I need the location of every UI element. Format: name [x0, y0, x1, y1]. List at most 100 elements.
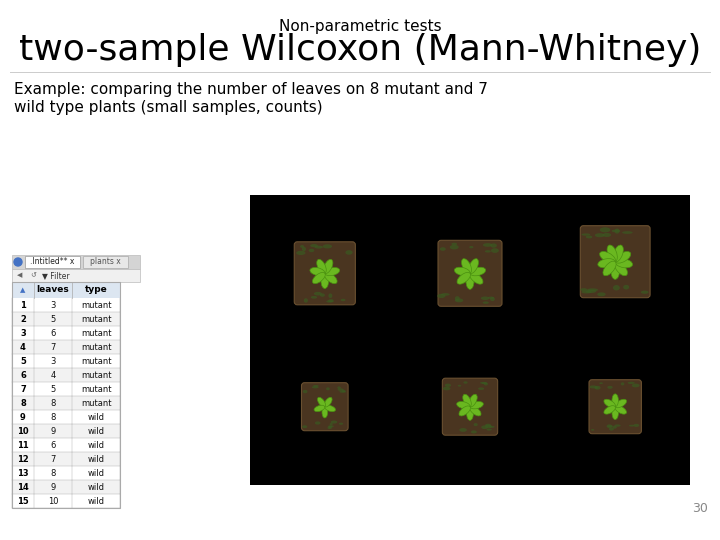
- Text: wild: wild: [88, 413, 104, 422]
- Ellipse shape: [615, 399, 626, 408]
- Ellipse shape: [481, 296, 490, 300]
- Ellipse shape: [485, 250, 491, 253]
- Ellipse shape: [469, 272, 483, 284]
- Ellipse shape: [591, 429, 595, 431]
- Ellipse shape: [490, 297, 495, 301]
- Text: Example: comparing the number of leaves on 8 mutant and 7: Example: comparing the number of leaves …: [14, 82, 488, 97]
- Bar: [83, 256, 128, 268]
- Text: two-sample Wilcoxon (Mann-Whitney): two-sample Wilcoxon (Mann-Whitney): [19, 33, 701, 67]
- Ellipse shape: [341, 299, 346, 301]
- Ellipse shape: [631, 383, 639, 387]
- Ellipse shape: [615, 259, 633, 268]
- Ellipse shape: [337, 387, 341, 389]
- Text: mutant: mutant: [81, 342, 112, 352]
- Ellipse shape: [328, 426, 334, 427]
- Ellipse shape: [613, 245, 624, 262]
- Text: 8: 8: [50, 399, 55, 408]
- Ellipse shape: [313, 385, 319, 387]
- Bar: [12, 255, 140, 269]
- Circle shape: [14, 258, 22, 266]
- Text: mutant: mutant: [81, 399, 112, 408]
- Ellipse shape: [339, 423, 343, 425]
- Bar: [12, 312, 120, 326]
- Ellipse shape: [614, 424, 621, 427]
- Ellipse shape: [310, 244, 318, 247]
- Ellipse shape: [459, 428, 467, 432]
- Text: 30: 30: [692, 502, 708, 515]
- Ellipse shape: [462, 259, 472, 273]
- Ellipse shape: [328, 426, 330, 429]
- Ellipse shape: [309, 249, 315, 252]
- Bar: [12, 354, 120, 368]
- Text: 5: 5: [20, 356, 26, 366]
- Text: 2: 2: [20, 314, 26, 323]
- Text: 10: 10: [48, 496, 58, 505]
- Text: .Intitled** x: .Intitled** x: [30, 258, 75, 267]
- Bar: [12, 382, 120, 396]
- Ellipse shape: [481, 426, 488, 429]
- Ellipse shape: [622, 231, 633, 234]
- Ellipse shape: [459, 406, 470, 416]
- Ellipse shape: [315, 421, 320, 424]
- Text: wild: wild: [88, 441, 104, 449]
- Ellipse shape: [469, 406, 481, 416]
- Ellipse shape: [614, 261, 627, 276]
- Ellipse shape: [346, 250, 353, 255]
- Ellipse shape: [615, 252, 631, 263]
- Ellipse shape: [621, 382, 624, 386]
- Ellipse shape: [478, 387, 484, 390]
- Text: wild: wild: [88, 469, 104, 477]
- FancyBboxPatch shape: [589, 380, 642, 434]
- Ellipse shape: [323, 259, 333, 273]
- Ellipse shape: [296, 251, 305, 255]
- Ellipse shape: [615, 406, 626, 414]
- Text: type: type: [85, 286, 107, 294]
- Ellipse shape: [488, 426, 495, 428]
- Text: 3: 3: [50, 300, 55, 309]
- Ellipse shape: [318, 397, 325, 407]
- Ellipse shape: [482, 382, 487, 384]
- Ellipse shape: [470, 402, 483, 409]
- Ellipse shape: [325, 267, 340, 276]
- Ellipse shape: [300, 245, 304, 248]
- Text: 4: 4: [20, 342, 26, 352]
- Ellipse shape: [451, 243, 457, 245]
- Ellipse shape: [317, 259, 326, 273]
- Ellipse shape: [613, 285, 620, 291]
- Ellipse shape: [488, 296, 494, 299]
- Text: 15: 15: [17, 496, 29, 505]
- Ellipse shape: [437, 294, 446, 298]
- Ellipse shape: [599, 382, 603, 384]
- Text: 6: 6: [50, 328, 55, 338]
- Ellipse shape: [470, 267, 486, 276]
- FancyBboxPatch shape: [442, 378, 498, 435]
- Ellipse shape: [582, 233, 590, 235]
- Text: 7: 7: [20, 384, 26, 394]
- Bar: [12, 424, 120, 438]
- Ellipse shape: [483, 243, 492, 247]
- Text: 12: 12: [17, 455, 29, 463]
- Ellipse shape: [585, 290, 596, 293]
- Text: ↺: ↺: [30, 273, 36, 279]
- Ellipse shape: [474, 423, 478, 426]
- Bar: [12, 282, 120, 508]
- Ellipse shape: [330, 421, 337, 423]
- Ellipse shape: [615, 228, 620, 234]
- Ellipse shape: [312, 386, 319, 388]
- Text: 9: 9: [20, 413, 26, 422]
- Ellipse shape: [624, 285, 629, 289]
- Text: 3: 3: [20, 328, 26, 338]
- Ellipse shape: [341, 390, 346, 392]
- Text: wild: wild: [88, 496, 104, 505]
- Text: 5: 5: [50, 384, 55, 394]
- Ellipse shape: [314, 292, 322, 295]
- Ellipse shape: [330, 423, 333, 425]
- Ellipse shape: [604, 399, 616, 408]
- Ellipse shape: [485, 425, 492, 428]
- Ellipse shape: [604, 406, 616, 414]
- Ellipse shape: [595, 387, 598, 389]
- Text: 7: 7: [50, 342, 55, 352]
- Ellipse shape: [311, 296, 317, 299]
- Ellipse shape: [598, 259, 615, 268]
- Ellipse shape: [314, 405, 325, 411]
